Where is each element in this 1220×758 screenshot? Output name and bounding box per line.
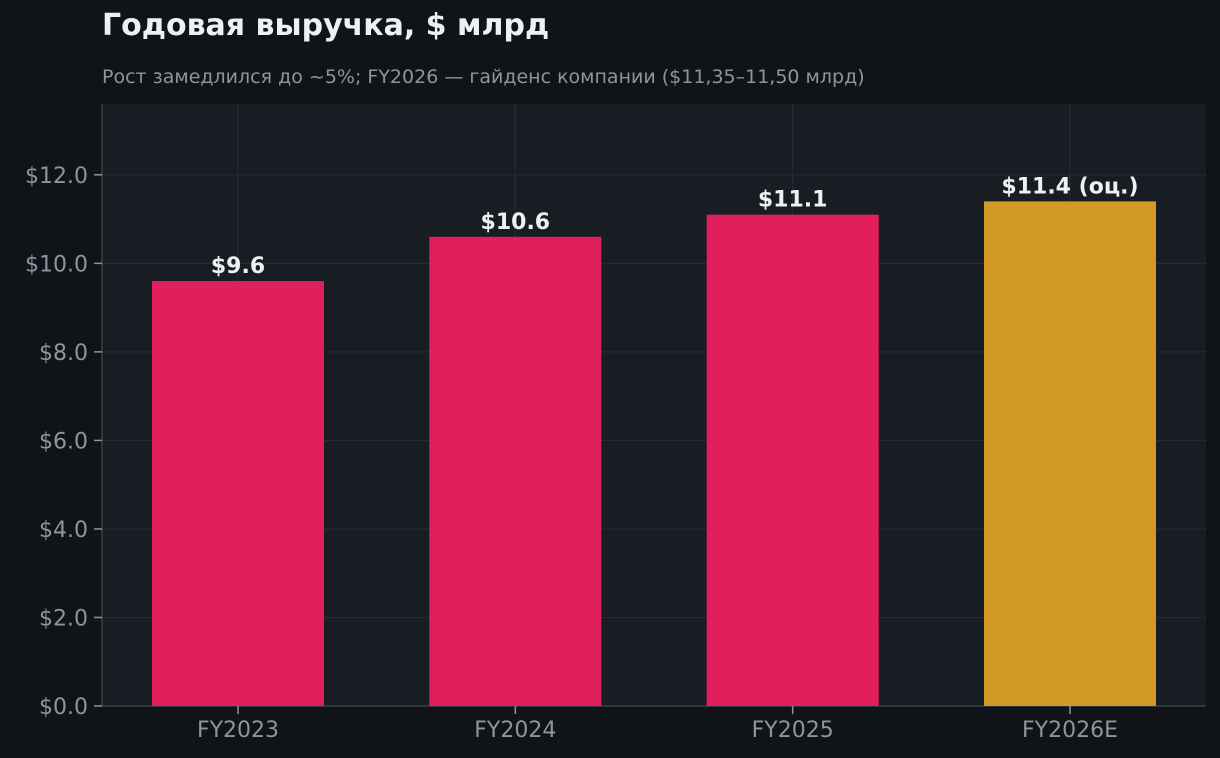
y-tick-label: $6.0 (39, 429, 88, 454)
x-tick-label: FY2023 (197, 718, 279, 743)
chart-title: Годовая выручка, $ млрд (102, 8, 550, 43)
y-tick-label: $0.0 (39, 695, 88, 720)
x-tick-label: FY2026E (1022, 718, 1118, 743)
chart-subtitle: Рост замедлился до ~5%; FY2026 — гайденс… (102, 66, 865, 88)
y-tick-label: $4.0 (39, 518, 88, 543)
bar-fy2025 (706, 214, 879, 707)
bar-value-label: $11.4 (оц.) (1001, 174, 1138, 199)
x-tick-label: FY2025 (752, 718, 834, 743)
y-tick-label: $12.0 (25, 164, 88, 189)
bar-fy2026e (983, 201, 1156, 706)
y-tick-label: $8.0 (39, 341, 88, 366)
bar-value-label: $11.1 (758, 188, 828, 213)
bar-value-label: $9.6 (211, 254, 265, 279)
y-tick-label: $2.0 (39, 606, 88, 631)
x-tick-label: FY2024 (474, 718, 556, 743)
bar-fy2023 (152, 281, 324, 706)
y-tick-label: $10.0 (25, 252, 88, 277)
bar-fy2024 (429, 236, 602, 706)
bar-value-label: $10.6 (481, 210, 551, 235)
